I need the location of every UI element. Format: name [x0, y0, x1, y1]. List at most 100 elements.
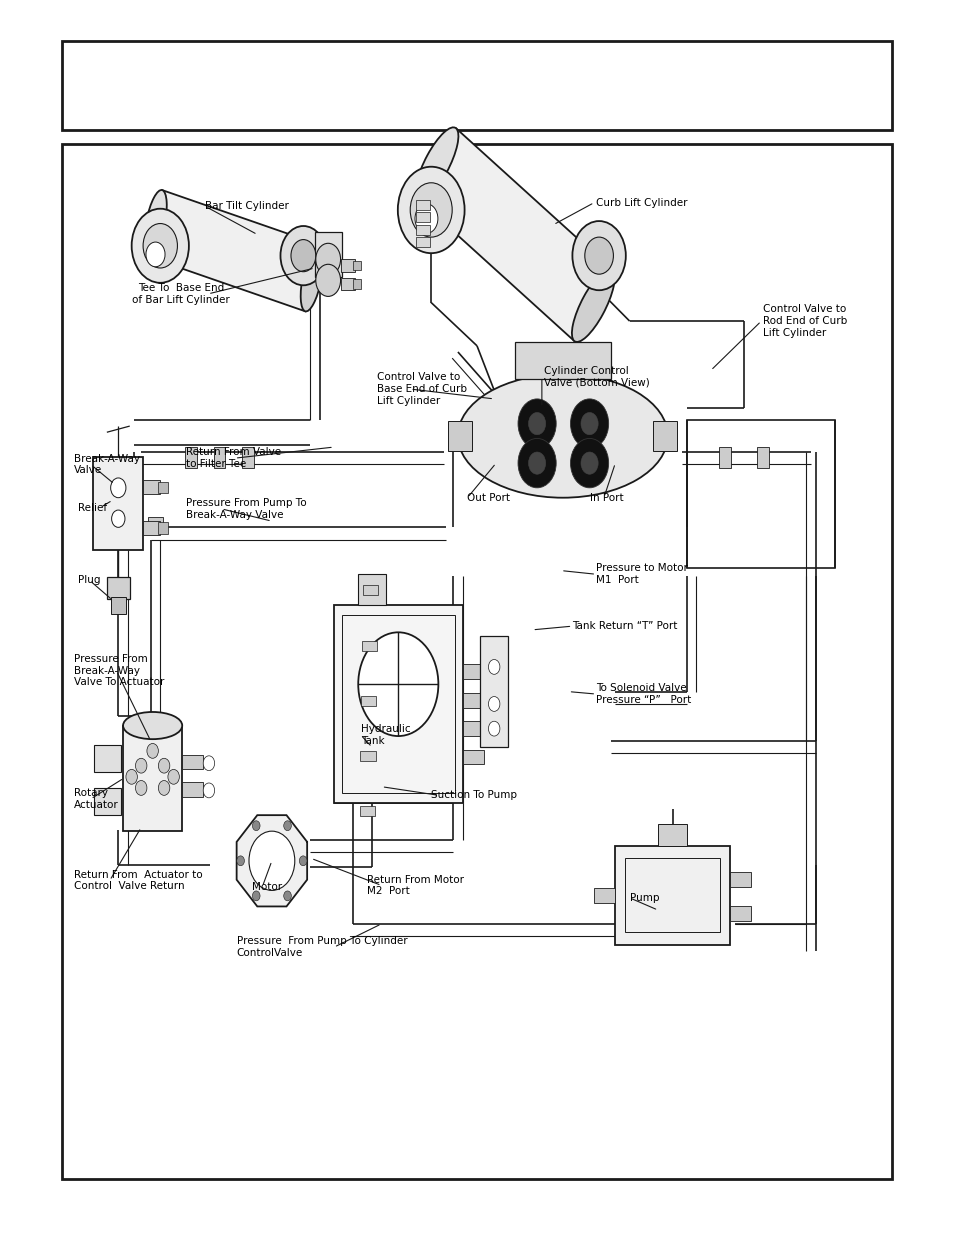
Bar [182, 782, 203, 797]
Bar [479, 636, 508, 747]
Circle shape [253, 821, 260, 831]
Circle shape [291, 240, 315, 272]
Ellipse shape [416, 127, 458, 200]
Polygon shape [149, 190, 318, 311]
Circle shape [253, 890, 260, 900]
Bar [462, 750, 483, 764]
Ellipse shape [123, 711, 182, 739]
Circle shape [135, 781, 147, 795]
Circle shape [580, 452, 598, 474]
Ellipse shape [457, 374, 667, 498]
Text: Motor: Motor [252, 882, 282, 892]
Bar [353, 279, 360, 289]
Text: Curb Lift Cylinder: Curb Lift Cylinder [596, 198, 687, 207]
Circle shape [315, 243, 340, 275]
Circle shape [146, 242, 165, 267]
Bar [594, 888, 615, 903]
Circle shape [126, 769, 137, 784]
Bar [111, 597, 126, 614]
Circle shape [158, 781, 170, 795]
Ellipse shape [144, 190, 167, 257]
Bar [340, 259, 355, 272]
Bar [360, 751, 375, 761]
Circle shape [397, 167, 464, 253]
Text: Return From Valve
to Filter Tee: Return From Valve to Filter Tee [186, 447, 281, 469]
Circle shape [580, 412, 598, 435]
Circle shape [415, 204, 437, 233]
Bar [416, 212, 430, 222]
Text: Out Port: Out Port [467, 493, 510, 503]
Bar [448, 421, 472, 451]
Circle shape [410, 183, 452, 237]
Circle shape [528, 452, 545, 474]
Circle shape [283, 890, 291, 900]
Bar [148, 517, 163, 532]
Text: Control Valve to
Rod End of Curb
Lift Cylinder: Control Valve to Rod End of Curb Lift Cy… [762, 305, 846, 337]
Circle shape [488, 697, 499, 711]
Bar [93, 457, 143, 550]
Circle shape [517, 399, 556, 448]
Bar [658, 824, 686, 846]
Bar [143, 521, 160, 535]
Circle shape [143, 224, 177, 268]
Bar [360, 697, 375, 706]
Circle shape [249, 831, 294, 890]
Bar [123, 725, 182, 830]
Circle shape [528, 412, 545, 435]
Circle shape [488, 721, 499, 736]
Bar [462, 693, 483, 708]
Ellipse shape [571, 269, 614, 342]
Bar [362, 585, 377, 595]
Circle shape [112, 510, 125, 527]
Bar [107, 577, 130, 599]
Bar [213, 447, 225, 468]
Circle shape [203, 783, 214, 798]
Bar [357, 574, 386, 605]
Bar [729, 906, 750, 921]
Bar [340, 278, 355, 290]
Text: Plug: Plug [78, 576, 101, 585]
Circle shape [315, 264, 340, 296]
Bar [158, 482, 168, 493]
Circle shape [135, 758, 147, 773]
Bar [62, 41, 891, 130]
Bar [361, 641, 376, 651]
Text: Break-A-Way
Valve: Break-A-Way Valve [74, 453, 140, 475]
Text: Control Valve to
Base End of Curb
Lift Cylinder: Control Valve to Base End of Curb Lift C… [376, 373, 466, 405]
Bar [515, 342, 610, 379]
Text: Relief: Relief [78, 503, 108, 513]
Bar [757, 447, 768, 468]
Bar [719, 447, 730, 468]
Circle shape [236, 856, 244, 866]
Bar [653, 421, 677, 451]
Bar [416, 200, 430, 210]
Bar [416, 237, 430, 247]
Text: Tank Return “T” Port: Tank Return “T” Port [572, 621, 677, 631]
Text: Pressure From Pump To
Break-A-Way Valve: Pressure From Pump To Break-A-Way Valve [186, 498, 306, 520]
Bar [185, 447, 196, 468]
Circle shape [358, 632, 437, 736]
Circle shape [488, 659, 499, 674]
Circle shape [111, 478, 126, 498]
Text: Pressure From
Break-A-Way
Valve To Actuator: Pressure From Break-A-Way Valve To Actua… [74, 655, 165, 687]
Circle shape [203, 756, 214, 771]
Bar [686, 420, 834, 568]
Circle shape [517, 438, 556, 488]
Text: Hydraulic
Tank: Hydraulic Tank [360, 724, 410, 746]
Bar [158, 522, 168, 534]
Circle shape [572, 221, 625, 290]
Bar [62, 144, 891, 1179]
Bar [353, 261, 360, 270]
Bar [94, 788, 121, 815]
Text: In Port: In Port [589, 493, 622, 503]
Polygon shape [236, 815, 307, 906]
Bar [182, 755, 203, 769]
Text: Return From  Actuator to
Control  Valve Return: Return From Actuator to Control Valve Re… [74, 869, 203, 892]
Text: Bar Tilt Cylinder: Bar Tilt Cylinder [205, 201, 289, 211]
Text: Suction To Pump: Suction To Pump [431, 790, 517, 800]
Bar [94, 745, 121, 772]
Polygon shape [417, 128, 612, 341]
Bar [143, 480, 160, 494]
Text: Cylinder Control
Valve (Bottom View): Cylinder Control Valve (Bottom View) [543, 366, 649, 388]
Circle shape [283, 821, 291, 831]
